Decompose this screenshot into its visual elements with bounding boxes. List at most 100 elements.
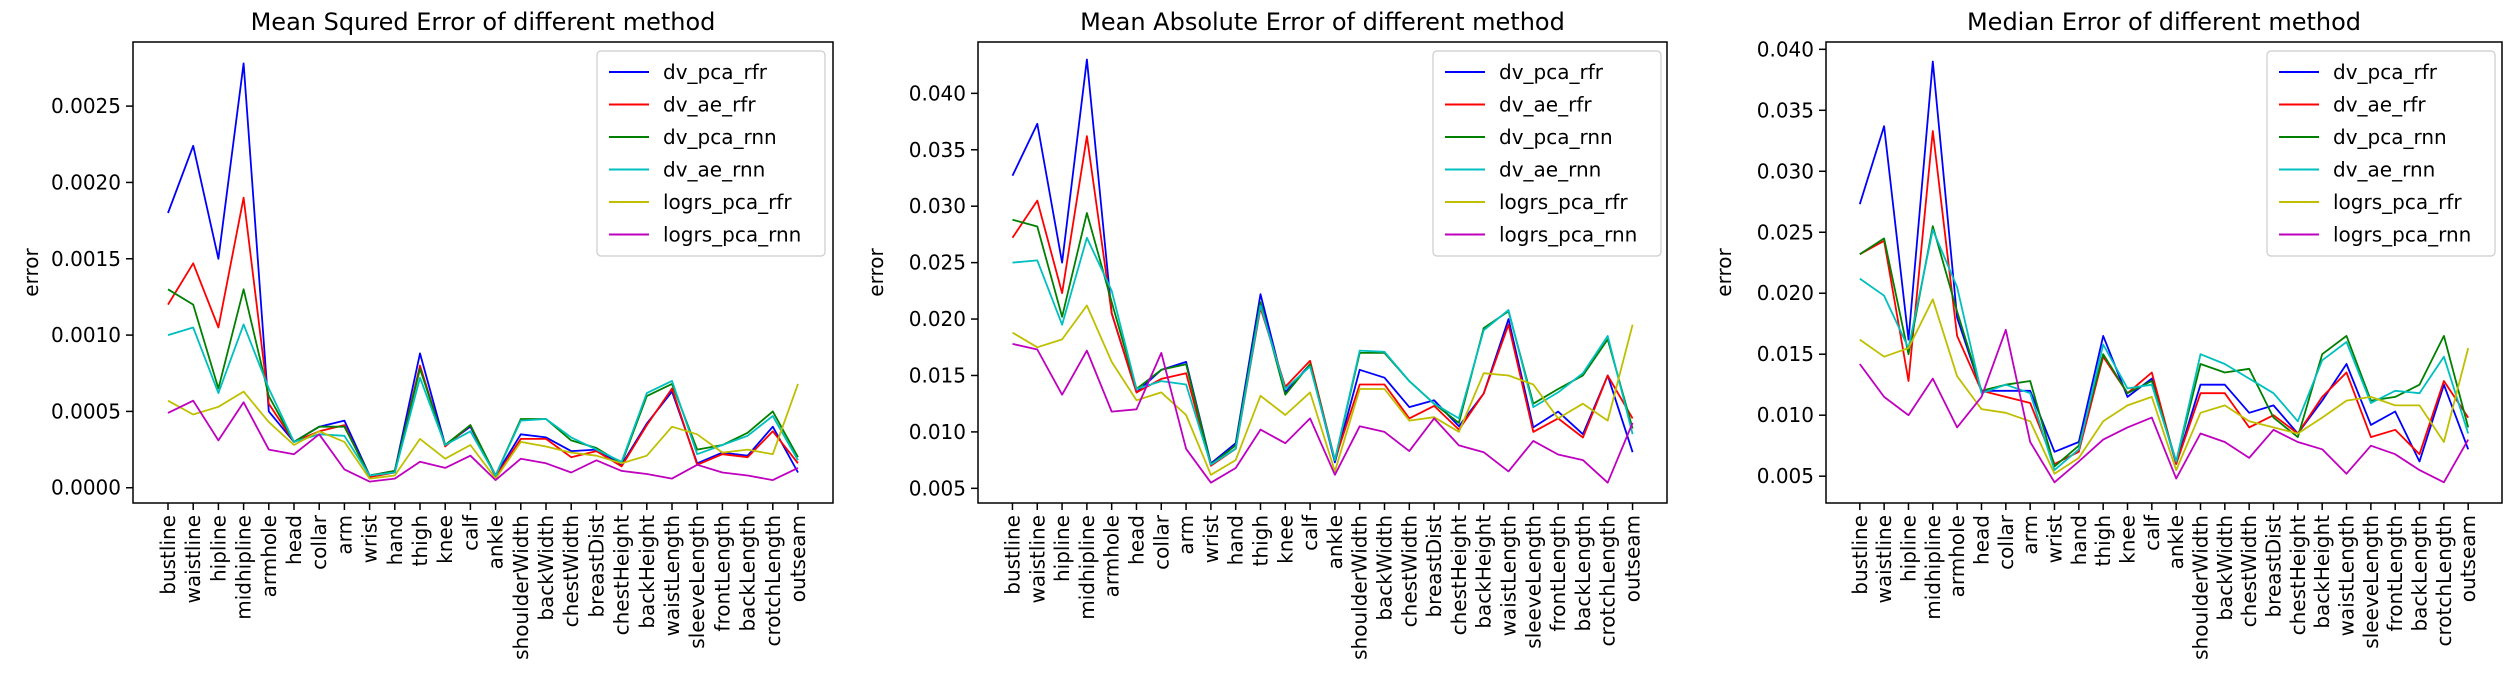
x-tick-label: armhole [257,515,281,597]
y-tick-label: 0.0000 [51,476,121,500]
y-tick-label: 0.020 [909,307,966,331]
y-tick-label: 0.030 [1757,159,1814,183]
chart-panel-3: Median Error of different method error 0.0… [1712,8,2503,660]
x-tick-label: bustline [156,515,180,595]
legend-label: dv_pca_rfr [1499,60,1604,84]
legend: dv_pca_rfr dv_ae_rfr dv_pca_rnn dv_ae_rnnlo… [596,50,826,257]
x-tick-label: armhole [1100,515,1124,597]
x-tick-label: bustline [1000,515,1024,595]
y-tick-label: 0.010 [1757,403,1814,427]
x-tick-label: backHeight [1472,515,1496,629]
x-tick-label: midhipline [232,515,256,620]
legend-label: logrs_pca_rnn [2333,223,2471,247]
y-tick-label: 0.010 [909,420,966,444]
x-tick-label: waistLength [660,515,684,636]
x-tick-label: frontLength [1546,515,1570,632]
y-tick-label: 0.005 [909,476,966,500]
x-tick-label: frontLength [710,515,734,632]
legend-label: dv_ae_rfr [2333,93,2426,117]
y-axis-label: error [864,248,888,297]
x-tick-label: thigh [2091,515,2115,566]
x-tick-label: chestHeight [1447,515,1471,636]
x-tick-label: chestHeight [610,515,634,636]
x-tick-label: outseam [786,515,810,602]
legend-label: dv_pca_rnn [663,125,777,149]
y-tick-label: 0.0005 [51,399,121,423]
x-tick-label: crotchLength [2432,515,2456,647]
legend-label: dv_pca_rfr [2333,60,2438,84]
chart-title: Mean Squred Error of different method [251,8,716,36]
x-tick-label: outseam [2456,515,2480,602]
x-tick-label: head [1969,515,1993,565]
legend: dv_pca_rfr dv_ae_rfr dv_pca_rnn dv_ae_rnnlo… [2266,50,2496,257]
series-line-logrs_pca_rnn [1012,343,1634,484]
y-tick-label: 0.040 [1757,37,1814,61]
x-tick-label: hipline [206,515,230,582]
x-tick-label: calf [458,514,482,551]
x-tick-label: calf [2140,514,2164,551]
chart-title: Mean Absolute Error of different method [1080,8,1565,36]
legend-label: dv_ae_rnn [1499,158,1601,182]
x-tick-label: thigh [408,515,432,566]
legend-label: logrs_pca_rnn [663,223,801,247]
legend-label: dv_ae_rnn [663,158,765,182]
x-tick-label: midhipline [1075,515,1099,620]
legend-label: dv_pca_rnn [1499,125,1613,149]
x-tick-label: chestHeight [2286,515,2310,636]
y-tick-label: 0.040 [909,81,966,105]
y-tick-label: 0.0020 [51,170,121,194]
x-tick-label: waistline [1872,515,1896,604]
x-tick-label: backLength [2408,515,2432,632]
series-line-dv_ae_rnn [167,323,799,477]
x-tick-label: backWidth [1373,515,1397,621]
x-tick-label: crotchLength [1596,515,1620,647]
legend: dv_pca_rfr dv_ae_rfr dv_pca_rnn dv_ae_rnnlo… [1432,50,1662,257]
y-tick-label: 0.0025 [51,94,121,118]
x-tick-label: outseam [1621,515,1645,602]
x-tick-label: head [282,515,306,565]
series-line-dv_ae_rnn [1859,228,2470,472]
y-tick-label: 0.0015 [51,247,121,271]
series-line-logrs_pca_rfr [1012,304,1634,476]
x-tick-label: waistline [1025,515,1049,604]
legend-label: logrs_pca_rfr [2333,190,2462,214]
y-tick-label: 0.025 [909,251,966,275]
legend-box [596,50,826,257]
series-line-logrs_pca_rfr [167,383,799,480]
x-tick-label: shoulderWidth [509,515,533,660]
x-tick-label: hand [1224,515,1248,565]
chart-panel-2: Mean Absolute Error of different method e… [864,8,1668,660]
x-tick-label: calf [1298,514,1322,551]
x-tick-label: crotchLength [761,515,785,647]
x-tick-label: arm [332,515,356,555]
y-axis-label: error [19,248,43,297]
x-tick-label: knee [2115,515,2139,564]
y-axis-label: error [1712,248,1736,297]
chart-panel-1: Mean Squred Error of different method err… [19,8,834,660]
plot-frame [132,41,834,504]
x-tick-label: backWidth [2213,515,2237,621]
x-tick-label: hipline [1050,515,1074,582]
legend-label: logrs_pca_rfr [663,190,792,214]
x-tick-label: arm [2018,515,2042,555]
x-tick-label: collar [1994,514,2018,570]
legend-box [1432,50,1662,257]
x-tick-label: armhole [1945,515,1969,597]
legend-label: dv_ae_rfr [663,93,756,117]
x-tick-label: knee [433,515,457,564]
y-tick-label: 0.035 [1757,98,1814,122]
x-tick-label: backWidth [534,515,558,621]
x-tick-label: head [1124,515,1148,565]
legend-label: dv_ae_rfr [1499,93,1592,117]
legend-label: dv_ae_rnn [2333,158,2435,182]
x-tick-label: backHeight [635,515,659,629]
series-line-logrs_pca_rfr [1859,298,2470,475]
x-tick-label: hand [383,515,407,565]
x-tick-label: bustline [1848,515,1872,595]
y-tick-label: 0.025 [1757,220,1814,244]
series-line-dv_ae_rnn [1012,236,1634,466]
x-tick-label: frontLength [2383,515,2407,632]
x-tick-label: breastDist [2262,515,2286,618]
y-tick-label: 0.020 [1757,281,1814,305]
